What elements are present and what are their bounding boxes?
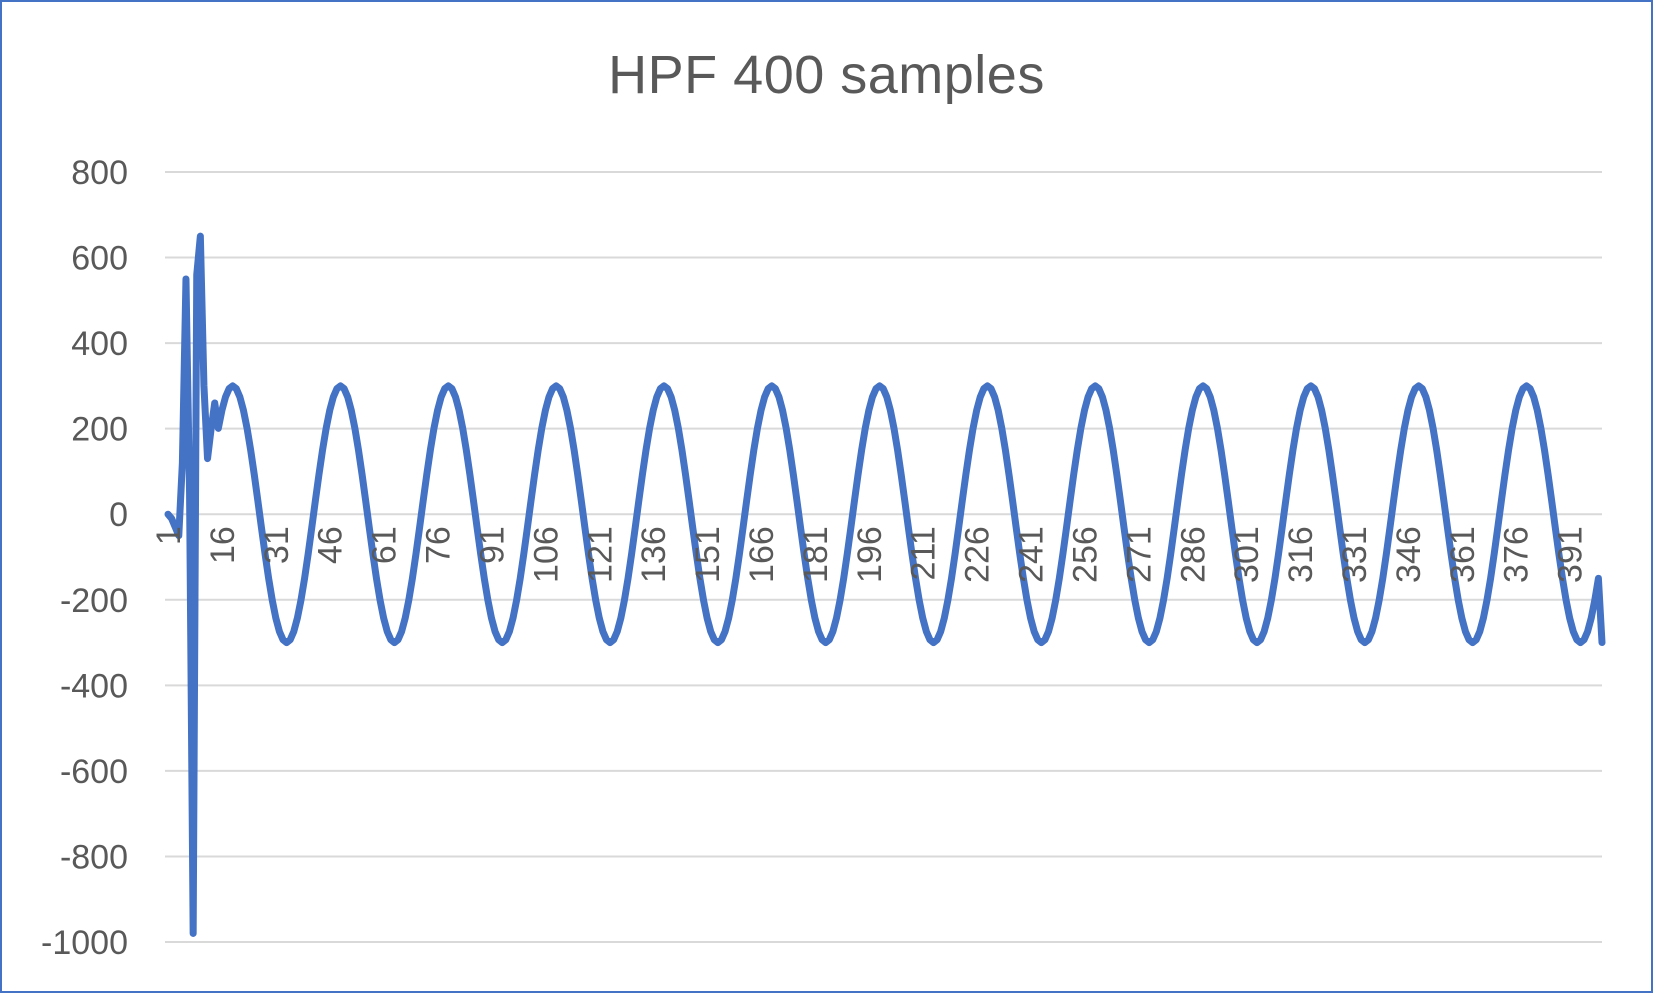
x-tick-label: 61 [366, 526, 404, 564]
x-tick-label: 76 [420, 526, 458, 564]
x-tick-label: 346 [1390, 526, 1428, 583]
y-tick-label: 800 [71, 154, 128, 192]
y-tick-label: 400 [71, 325, 128, 363]
x-tick-label: 196 [851, 526, 889, 583]
x-tick-label: 241 [1013, 526, 1051, 583]
x-tick-label: 46 [312, 526, 350, 564]
x-tick-label: 16 [204, 526, 242, 564]
x-tick-label: 361 [1444, 526, 1482, 583]
x-tick-label: 166 [743, 526, 781, 583]
x-tick-label: 136 [635, 526, 673, 583]
y-tick-label: -800 [60, 838, 128, 876]
x-tick-label: 151 [689, 526, 727, 583]
y-tick-label: 0 [109, 496, 128, 534]
x-tick-label: 226 [959, 526, 997, 583]
chart-title: HPF 400 samples [608, 45, 1045, 105]
x-tick-label: 91 [473, 526, 511, 564]
x-tick-label: 106 [527, 526, 565, 583]
x-tick-label: 256 [1066, 526, 1104, 583]
x-tick-label: 271 [1120, 526, 1158, 583]
x-tick-label: 316 [1282, 526, 1320, 583]
y-tick-label: -1000 [41, 924, 128, 962]
gridlines [165, 171, 1602, 943]
x-tick-label: 331 [1336, 526, 1374, 583]
x-tick-label: 181 [797, 526, 835, 583]
y-tick-label: 600 [71, 240, 128, 278]
x-tick-label: 286 [1174, 526, 1212, 583]
x-tick-label: 1 [150, 526, 188, 545]
x-axis-tick-labels: 1 16 31 46 61 76 91 106 121 136 151 166 181 196 211 226… [150, 526, 1590, 583]
x-tick-label: 301 [1228, 526, 1266, 583]
x-tick-label: 121 [581, 526, 619, 583]
series-line-group [164, 232, 1606, 937]
y-tick-label: -600 [60, 753, 128, 791]
x-tick-label: 31 [258, 526, 296, 564]
x-tick-label: 376 [1498, 526, 1536, 583]
y-axis-tick-labels: 800 600 400 200 0 -200 -400 -600 -800 -1000 [41, 154, 128, 962]
y-tick-label: 200 [71, 411, 128, 449]
x-tick-label: 211 [905, 526, 943, 580]
x-tick-label: 391 [1552, 526, 1590, 583]
series-line [164, 232, 1606, 937]
y-tick-label: -200 [60, 582, 128, 620]
y-tick-label: -400 [60, 667, 128, 705]
